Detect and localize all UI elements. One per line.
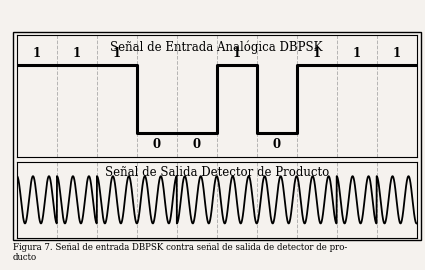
- Text: 0: 0: [272, 138, 281, 151]
- Text: 1: 1: [312, 47, 321, 60]
- Text: 1: 1: [73, 47, 81, 60]
- Text: 1: 1: [33, 47, 41, 60]
- Text: 1: 1: [352, 47, 361, 60]
- Text: 0: 0: [193, 138, 201, 151]
- Text: Señal de Entrada Analógica DBPSK: Señal de Entrada Analógica DBPSK: [110, 40, 323, 54]
- Text: Señal de Salida Detector de Producto: Señal de Salida Detector de Producto: [105, 166, 329, 178]
- Text: 1: 1: [232, 47, 241, 60]
- Text: 1: 1: [392, 47, 401, 60]
- Text: Figura 7. Señal de entrada DBPSK contra señal de salida de detector de pro-
duct: Figura 7. Señal de entrada DBPSK contra …: [13, 243, 347, 262]
- Text: 0: 0: [153, 138, 161, 151]
- Text: 1: 1: [113, 47, 121, 60]
